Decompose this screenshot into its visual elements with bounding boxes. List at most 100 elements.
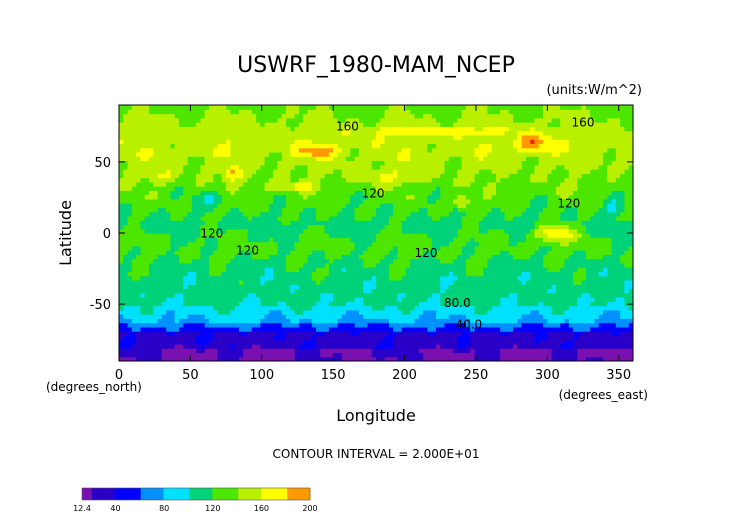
field-cell xyxy=(495,245,501,251)
field-cell xyxy=(264,258,270,264)
field-cell xyxy=(243,228,249,234)
field-cell xyxy=(487,352,493,358)
field-cell xyxy=(200,305,206,311)
field-cell xyxy=(376,254,381,260)
field-cell xyxy=(573,343,578,349)
field-cell xyxy=(251,356,257,361)
field-cell xyxy=(435,228,441,234)
field-cell xyxy=(136,339,142,345)
field-cell xyxy=(371,190,377,196)
field-cell xyxy=(573,194,578,200)
field-cell xyxy=(423,186,428,191)
field-cell xyxy=(307,356,313,361)
field-cell xyxy=(628,220,633,226)
field-cell xyxy=(170,275,176,281)
field-cell xyxy=(337,228,343,234)
field-cell xyxy=(590,207,596,213)
field-cell xyxy=(534,309,540,315)
field-cell xyxy=(380,335,386,341)
field-cell xyxy=(298,207,304,213)
field-cell xyxy=(457,233,463,238)
field-cell xyxy=(217,254,223,260)
field-cell xyxy=(170,241,176,247)
field-cell xyxy=(316,292,321,298)
field-cell xyxy=(286,279,291,285)
field-cell xyxy=(178,228,184,234)
field-cell xyxy=(166,258,171,264)
field-cell xyxy=(230,339,236,345)
field-cell xyxy=(286,203,291,208)
field-cell xyxy=(294,245,300,251)
field-cell xyxy=(221,190,227,196)
field-cell xyxy=(440,297,446,302)
field-cell xyxy=(448,203,454,208)
field-cell xyxy=(174,181,180,187)
field-cell xyxy=(538,190,544,196)
field-cell xyxy=(513,250,518,255)
field-cell xyxy=(307,309,313,315)
field-cell xyxy=(217,194,223,200)
field-cell xyxy=(328,318,334,324)
field-cell xyxy=(543,352,548,358)
field-cell xyxy=(500,250,506,255)
field-cell xyxy=(577,224,583,230)
field-cell xyxy=(517,279,523,285)
field-cell xyxy=(333,198,339,204)
field-cell xyxy=(217,271,223,277)
field-cell xyxy=(234,207,240,213)
field-cell xyxy=(603,250,608,255)
field-cell xyxy=(196,190,201,196)
field-cell xyxy=(286,258,291,264)
field-cell xyxy=(119,224,124,230)
field-cell xyxy=(534,284,540,290)
field-cell xyxy=(521,224,527,230)
field-cell xyxy=(234,335,240,341)
field-cell xyxy=(316,262,321,268)
field-cell xyxy=(191,207,197,213)
field-cell xyxy=(435,220,441,226)
field-cell xyxy=(508,262,514,268)
field-cell xyxy=(217,335,223,341)
field-cell xyxy=(281,233,287,238)
field-cell xyxy=(358,288,364,294)
field-cell xyxy=(204,271,210,277)
field-cell xyxy=(131,181,137,187)
field-cell xyxy=(410,250,416,255)
field-cell xyxy=(354,348,360,354)
field-cell xyxy=(367,241,373,247)
field-cell xyxy=(247,190,253,196)
field-cell xyxy=(431,181,437,187)
field-cell xyxy=(298,356,304,361)
field-cell xyxy=(444,348,450,354)
field-cell xyxy=(393,203,399,208)
field-cell xyxy=(380,245,386,251)
field-cell xyxy=(311,279,317,285)
field-cell xyxy=(298,198,304,204)
field-cell xyxy=(594,326,600,332)
field-cell xyxy=(573,211,578,217)
field-cell xyxy=(311,331,317,336)
field-cell xyxy=(615,335,621,341)
field-cell xyxy=(217,339,223,345)
field-cell xyxy=(213,241,219,247)
field-cell xyxy=(547,228,553,234)
field-cell xyxy=(311,245,317,251)
field-cell xyxy=(127,339,133,345)
field-cell xyxy=(316,275,321,281)
field-cell xyxy=(341,190,347,196)
field-cell xyxy=(388,279,394,285)
field-cell xyxy=(543,224,548,230)
field-cell xyxy=(538,198,544,204)
field-cell xyxy=(465,314,471,319)
field-cell xyxy=(213,275,219,281)
field-cell xyxy=(191,309,197,315)
field-cell xyxy=(208,331,214,336)
field-cell xyxy=(281,331,287,336)
field-cell xyxy=(487,343,493,349)
field-cell xyxy=(491,241,497,247)
field-cell xyxy=(564,267,570,272)
field-cell xyxy=(208,181,214,187)
field-cell xyxy=(598,318,604,324)
field-cell xyxy=(620,348,626,354)
field-cell xyxy=(346,207,351,213)
